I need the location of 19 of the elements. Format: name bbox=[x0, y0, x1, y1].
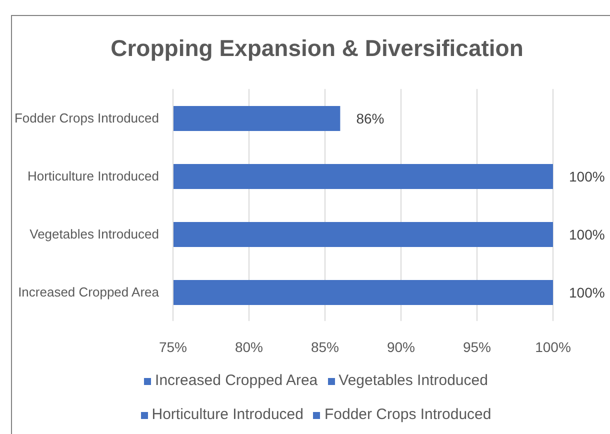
legend-label: Horticulture Introduced bbox=[152, 406, 304, 423]
x-tick-label: 100% bbox=[535, 338, 571, 355]
chart-title: Cropping Expansion & Diversification bbox=[110, 34, 524, 62]
y-tick-label: Increased Cropped Area bbox=[18, 284, 160, 300]
x-tick-label: 85% bbox=[310, 338, 340, 355]
data-label: 100% bbox=[569, 284, 605, 300]
legend-label: Increased Cropped Area bbox=[155, 372, 318, 389]
x-tick-label: 75% bbox=[158, 338, 188, 355]
legend-label: Fodder Crops Introduced bbox=[324, 406, 492, 423]
data-label: 100% bbox=[569, 226, 605, 242]
legend-label: Vegetables Introduced bbox=[338, 372, 488, 389]
data-label: 86% bbox=[356, 110, 384, 126]
y-tick-label: Fodder Crops Introduced bbox=[14, 110, 159, 126]
x-tick-label: 95% bbox=[462, 338, 492, 355]
data-label: 100% bbox=[569, 168, 605, 184]
y-tick-label: Vegetables Introduced bbox=[30, 226, 159, 242]
y-tick-label: Horticulture Introduced bbox=[27, 168, 159, 184]
x-tick-label: 80% bbox=[234, 338, 264, 355]
x-tick-label: 90% bbox=[386, 338, 416, 355]
